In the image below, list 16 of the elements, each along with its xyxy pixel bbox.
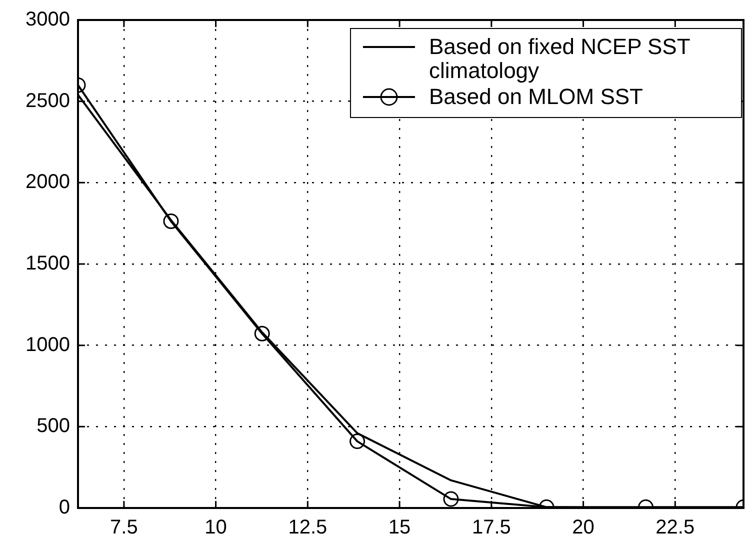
x-tick-label: 7.5 (110, 516, 138, 539)
y-tick-label: 2500 (26, 90, 70, 112)
y-tick-label: 1000 (26, 334, 70, 356)
y-tick-label: 1500 (26, 252, 70, 275)
y-tick-label: 500 (36, 415, 70, 438)
x-tick-label: 10 (204, 516, 227, 539)
x-tick-label: 22.5 (656, 516, 695, 539)
x-tick-label: 12.5 (288, 516, 328, 539)
y-tick-label: 2000 (26, 171, 70, 194)
x-tick-label: 15 (388, 516, 411, 539)
x-tick-label: 20 (572, 516, 594, 539)
legend-label: Based on MLOM SST (429, 84, 643, 109)
y-tick-label: 3000 (26, 8, 70, 31)
x-tick-label: 17.5 (472, 516, 511, 539)
legend-label: Based on fixed NCEP SST climatology (429, 34, 691, 83)
y-tick-label: 0 (58, 496, 70, 519)
